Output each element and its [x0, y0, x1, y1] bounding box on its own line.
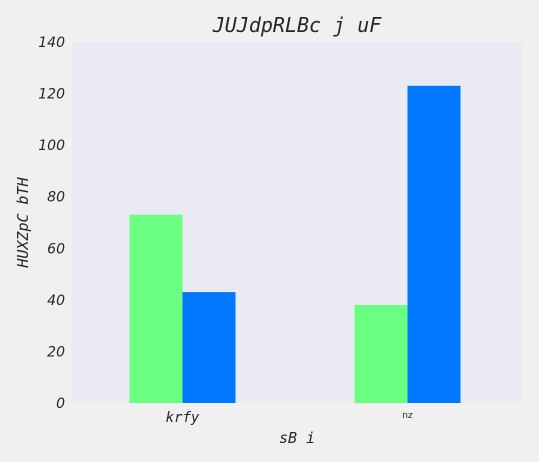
y-tick-label: 0	[56, 396, 65, 412]
chart-title: JUJdpRLBc j uF	[212, 13, 383, 37]
bar-krfy-series-2	[182, 292, 236, 403]
bar-nz-series-2	[407, 85, 461, 403]
y-tick-label: 40	[47, 293, 65, 309]
y-axis-ticks: 0 20 40 60 80 100 120 140	[38, 35, 65, 412]
x-axis-label: sB i	[279, 429, 315, 447]
y-tick-label: 80	[47, 190, 65, 206]
y-tick-label: 120	[38, 87, 65, 103]
y-tick-label: 60	[47, 241, 65, 257]
bar-krfy-series-1	[129, 214, 183, 403]
bars	[129, 85, 461, 403]
x-axis-ticks: krfy nz	[166, 410, 413, 426]
y-tick-label: 20	[47, 344, 65, 360]
x-tick-label: nz	[402, 411, 413, 421]
x-tick-label: krfy	[166, 410, 200, 426]
y-tick-label: 140	[38, 35, 65, 51]
bar-nz-series-1	[354, 305, 408, 403]
y-tick-label: 100	[38, 138, 65, 154]
y-axis-label: HUXZpC bTH	[14, 176, 32, 268]
